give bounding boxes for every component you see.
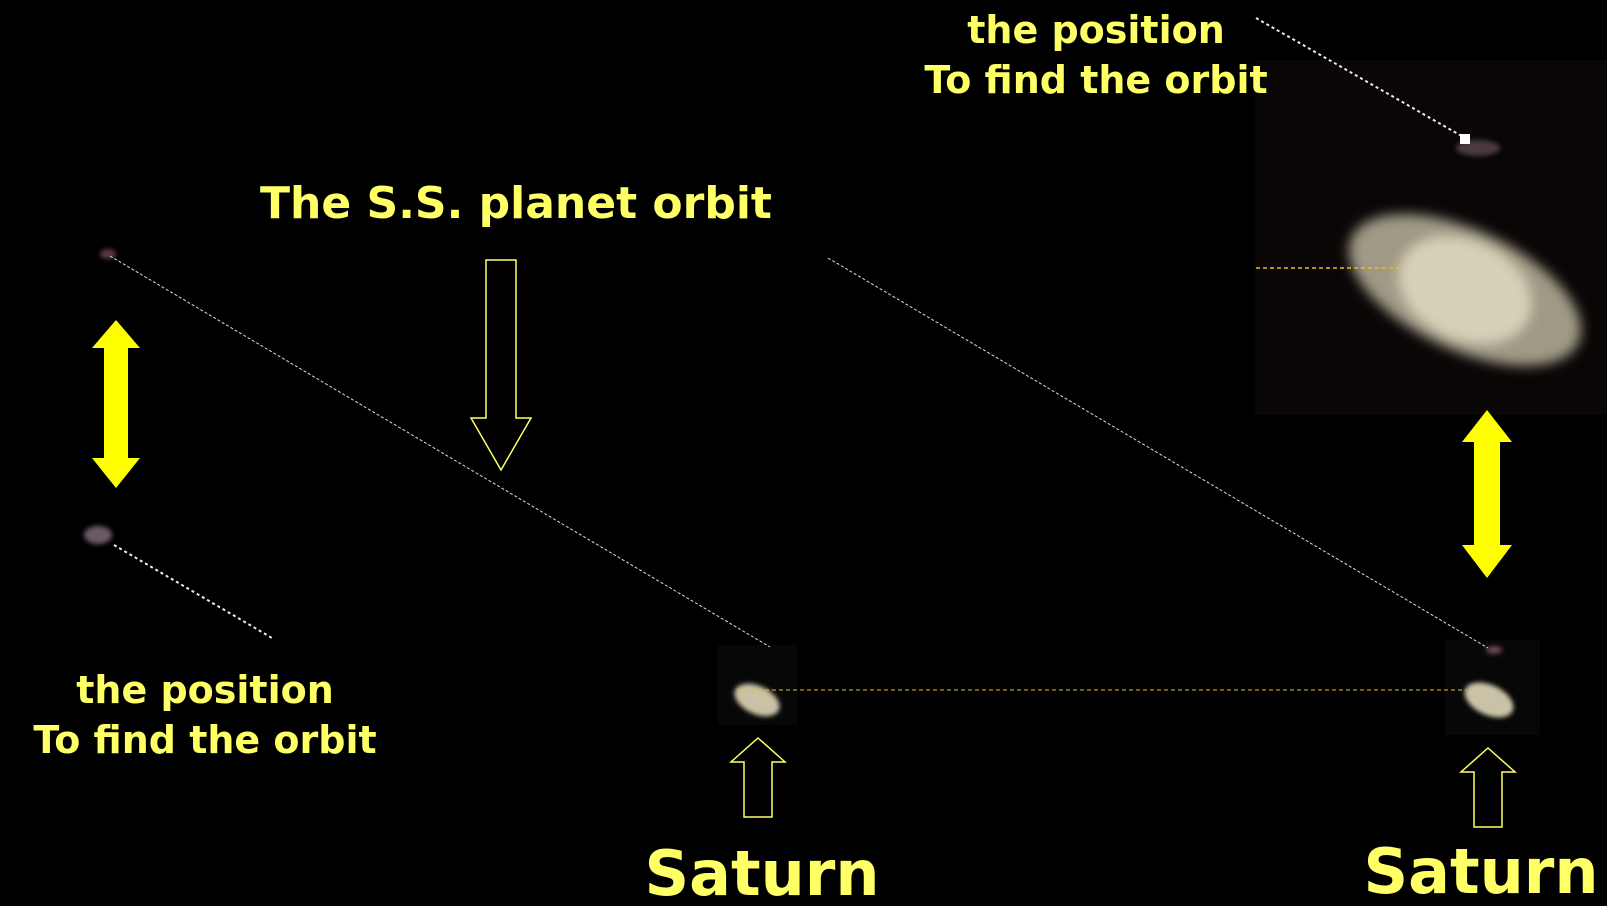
level-lines <box>737 267 1467 691</box>
label: the position <box>967 8 1225 52</box>
marker <box>1460 134 1470 144</box>
down-arrow <box>469 259 533 472</box>
label: Saturn <box>645 837 880 906</box>
label: To find the orbit <box>33 718 376 762</box>
orbit-lines <box>109 255 1489 649</box>
up-arrow <box>1459 746 1517 828</box>
position-lines <box>113 17 1466 639</box>
moon-blur <box>1486 646 1502 654</box>
double-arrow <box>1462 410 1512 578</box>
double-arrow <box>92 320 140 488</box>
up-arrow <box>729 736 787 818</box>
label: the position <box>76 668 334 712</box>
title: The S.S. planet orbit <box>260 178 772 229</box>
moon-blur <box>100 249 116 259</box>
label: To find the orbit <box>924 58 1267 102</box>
label: Saturn <box>1364 835 1599 906</box>
moon-blur <box>84 526 112 544</box>
saturn-small <box>734 682 1514 718</box>
saturn-large <box>1348 214 1582 366</box>
